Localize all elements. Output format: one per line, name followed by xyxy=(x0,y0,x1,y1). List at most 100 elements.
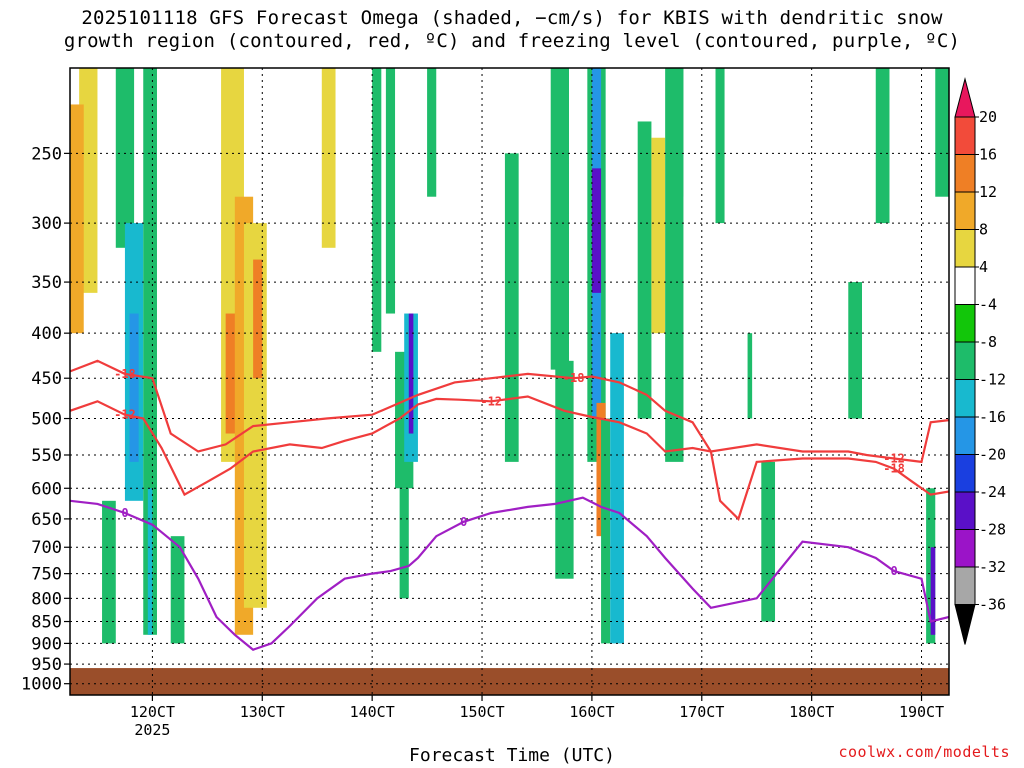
colorbar-segment xyxy=(954,304,976,343)
contour-label: -18 xyxy=(883,462,905,476)
omega-cell xyxy=(550,68,570,370)
omega-cell xyxy=(321,68,336,248)
omega-cell xyxy=(102,500,116,644)
omega-cell xyxy=(848,282,863,419)
omega-cell xyxy=(591,168,602,293)
x-axis-year-label: 2025 xyxy=(134,721,170,739)
omega-cell xyxy=(779,68,798,283)
plot-frame xyxy=(69,67,950,696)
omega-cell xyxy=(482,68,496,248)
omega-cell xyxy=(202,333,222,513)
contour-label: 0 xyxy=(121,506,128,520)
omega-cell xyxy=(372,68,382,352)
omega-cell xyxy=(747,333,753,419)
omega-cell xyxy=(170,536,185,644)
omega-cell xyxy=(930,547,936,635)
omega-cell xyxy=(875,68,890,224)
omega-cell xyxy=(569,68,583,352)
omega-cell xyxy=(504,153,519,462)
colorbar-segment xyxy=(954,191,976,230)
omega-cell xyxy=(527,547,537,644)
colorbar-label: 16 xyxy=(979,146,997,164)
colorbar-segment xyxy=(954,416,976,455)
x-axis-title: Forecast Time (UTC) xyxy=(409,745,615,766)
colorbar-segment xyxy=(954,266,976,305)
omega-cell xyxy=(161,68,185,525)
contour-label: 0 xyxy=(460,515,467,529)
omega-cell xyxy=(894,259,908,434)
colorbar-label: -32 xyxy=(979,558,1006,576)
colorbar-label: 8 xyxy=(979,221,988,239)
y-tick-label: 650 xyxy=(31,510,62,530)
omega-cell xyxy=(408,313,414,434)
y-tick-label: 1000 xyxy=(21,675,62,695)
contour-line xyxy=(70,395,949,497)
colorbar-segment xyxy=(954,529,976,568)
omega-cell xyxy=(399,488,409,599)
colorbar-label: -16 xyxy=(979,408,1006,426)
y-tick-label: 450 xyxy=(31,369,62,389)
omega-cell xyxy=(825,68,840,197)
colorbar-label: -20 xyxy=(979,446,1006,464)
y-tick-label: 950 xyxy=(31,655,62,675)
omega-cell xyxy=(143,68,157,635)
colorbar: 20 16 12 8 4 -4 -8 -12 -16 -20 -24 -28 -32 -36 xyxy=(954,77,1006,645)
contour-label: -12 xyxy=(883,451,905,465)
ground-surface xyxy=(70,668,949,695)
omega-cell xyxy=(436,351,446,644)
contour-label: -18 xyxy=(563,371,585,385)
x-tick-label: 140CT xyxy=(350,703,395,721)
omega-cell xyxy=(761,461,776,622)
colorbar-segment xyxy=(954,491,976,530)
y-tick-label: 400 xyxy=(31,324,62,344)
omega-cell xyxy=(715,68,725,224)
omega-cell xyxy=(665,68,684,462)
omega-cell xyxy=(147,488,153,635)
colorbar-arrow-top xyxy=(954,77,976,118)
x-tick-label: 130CT xyxy=(240,703,285,721)
x-tick-label: 120CT xyxy=(130,703,175,721)
y-tick-label: 900 xyxy=(31,634,62,654)
colorbar-segment xyxy=(954,454,976,493)
chart-title-line-2: growth region (contoured, red, ºC) and f… xyxy=(63,30,961,52)
x-tick-label: 150CT xyxy=(459,703,504,721)
colorbar-label: 12 xyxy=(979,183,997,201)
grid-lines xyxy=(70,68,949,695)
omega-cell xyxy=(285,68,299,489)
contour-label: -12 xyxy=(480,394,502,408)
y-tick-label: 600 xyxy=(31,479,62,499)
y-tick-label: 500 xyxy=(31,410,62,430)
omega-cell xyxy=(601,418,611,644)
omega-cell xyxy=(353,68,363,169)
colorbar-label: -12 xyxy=(979,371,1006,389)
y-tick-label: 850 xyxy=(31,613,62,633)
omega-cell xyxy=(115,68,135,248)
omega-cell xyxy=(651,137,666,334)
omega-cell xyxy=(189,153,208,370)
chart-title-line-1: 2025101118 GFS Forecast Omega (shaded, −… xyxy=(81,7,943,29)
y-tick-label: 550 xyxy=(31,446,62,466)
omega-cell xyxy=(70,104,84,334)
terrain-ground xyxy=(70,668,949,695)
colorbar-segment xyxy=(954,229,976,268)
colorbar-label: -24 xyxy=(979,483,1006,501)
omega-cell xyxy=(724,68,739,260)
x-tick-label: 190CT xyxy=(899,703,944,721)
omega-cell xyxy=(637,461,652,644)
contour-line xyxy=(70,496,949,651)
colorbar-label: 4 xyxy=(979,258,988,276)
omega-cell xyxy=(935,68,949,197)
contour-line xyxy=(70,359,949,521)
omega-shading xyxy=(70,68,949,644)
omega-cell xyxy=(912,68,927,434)
y-tick-label: 250 xyxy=(31,144,62,164)
y-tick-label: 700 xyxy=(31,538,62,558)
colorbar-segment xyxy=(954,154,976,193)
omega-cell xyxy=(427,68,437,197)
y-axis: 2503003504004505005506006507007508008509… xyxy=(21,144,70,695)
omega-cell xyxy=(266,153,286,579)
contour-label: 0 xyxy=(890,564,897,578)
credit-link[interactable]: coolwx.com/modelts xyxy=(838,743,1010,761)
y-tick-label: 800 xyxy=(31,589,62,609)
